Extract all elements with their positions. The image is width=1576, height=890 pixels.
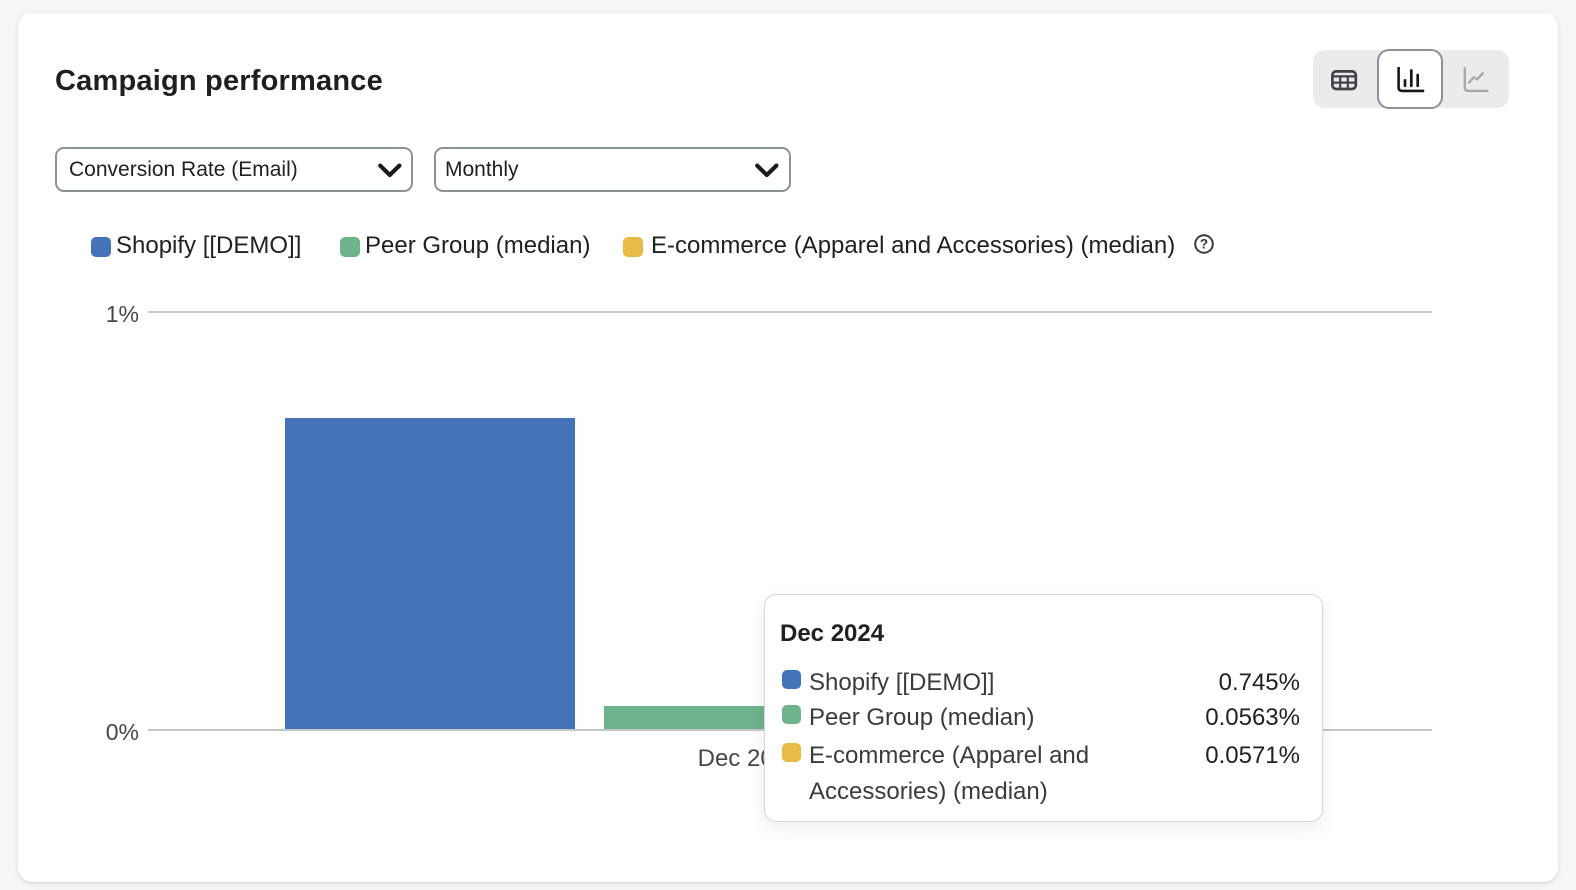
svg-text:?: ? [1200, 237, 1208, 252]
